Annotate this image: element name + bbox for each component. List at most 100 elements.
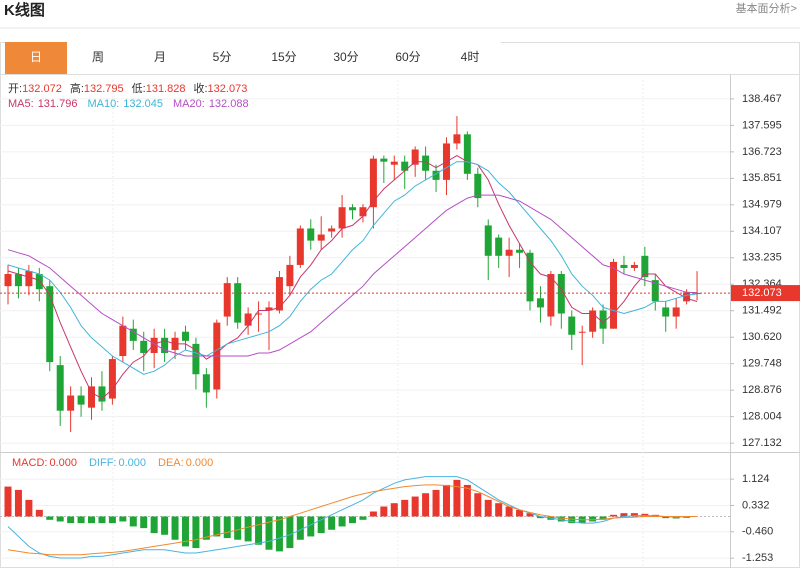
macd-bar — [4, 486, 12, 517]
candle-body — [88, 386, 96, 408]
legend-name: MACD: — [12, 457, 47, 469]
candle-body — [150, 337, 158, 353]
y-tick-label: 128.876 — [742, 384, 782, 396]
tab[interactable] — [253, 42, 315, 74]
macd-bar — [432, 489, 440, 517]
candle-body — [140, 340, 148, 353]
macd-bar — [390, 503, 398, 517]
candle-body — [286, 264, 294, 287]
candle-body — [411, 149, 419, 165]
legend-value: 132.088 — [209, 98, 249, 110]
tab-label[interactable]: 15分 — [271, 50, 296, 64]
legend-name: MA10: — [87, 98, 119, 110]
candle-body — [108, 359, 116, 399]
macd-bar — [620, 513, 628, 517]
macd-bar — [307, 516, 315, 537]
candle-body — [56, 365, 64, 411]
macd-bar — [223, 516, 231, 539]
candle-body — [401, 161, 409, 171]
line — [7, 476, 697, 559]
tab[interactable] — [67, 42, 129, 74]
candle-body — [296, 228, 304, 265]
candle-body — [484, 225, 492, 256]
y-tick-label: 135.851 — [742, 172, 782, 184]
y-tick-label: -1.253 — [742, 552, 773, 564]
macd-bar — [140, 516, 148, 529]
candle-body — [578, 331, 586, 333]
info-value: 132.795 — [84, 83, 124, 95]
y-tick-label: 129.748 — [742, 358, 782, 370]
macd-bar — [401, 499, 409, 517]
candle-body — [516, 249, 524, 253]
tab[interactable] — [315, 42, 377, 74]
candle-body — [202, 374, 210, 393]
candle-body — [432, 170, 440, 180]
macd-bar — [380, 506, 388, 517]
tab[interactable] — [377, 42, 439, 74]
macd-bar — [129, 516, 137, 527]
info-label: 收: — [193, 81, 207, 95]
legend-value: 0.000 — [49, 457, 77, 469]
tab-label[interactable]: 5分 — [213, 50, 232, 64]
macd-bar — [474, 493, 482, 517]
y-tick-label: 131.492 — [742, 305, 782, 317]
y-tick-label: 138.467 — [742, 93, 782, 105]
macd-bar — [77, 516, 85, 524]
last-price-box — [731, 285, 800, 302]
candle-body — [77, 395, 85, 405]
frame — [0, 42, 800, 568]
y-tick-label: 0.332 — [742, 499, 770, 511]
macd-bar — [495, 503, 503, 517]
candle-body — [463, 134, 471, 174]
y-tick-label: 134.107 — [742, 225, 782, 237]
line — [7, 155, 698, 400]
info-label: 开: — [8, 83, 22, 95]
candle-body — [307, 228, 315, 241]
candle-body — [630, 264, 638, 268]
info-value: 132.072 — [22, 83, 62, 95]
candle-body — [98, 386, 106, 402]
candle-body — [181, 331, 189, 341]
tab-label[interactable]: 30分 — [333, 50, 358, 64]
candle-body — [328, 228, 336, 232]
candle-body — [505, 249, 513, 256]
macd-bar — [349, 516, 357, 524]
macd-bar — [171, 516, 179, 540]
legend-name: MA5: — [8, 98, 34, 110]
candle-body — [4, 274, 12, 287]
candle-body — [651, 280, 659, 302]
candle-body — [359, 207, 367, 217]
y-tick-label: 1.124 — [742, 473, 770, 485]
tab[interactable] — [5, 42, 67, 74]
candle-body — [536, 298, 544, 308]
candle-body — [25, 270, 33, 287]
candle-body — [192, 343, 200, 375]
candle-body — [349, 207, 357, 211]
tab-label[interactable]: 日 — [30, 50, 42, 64]
candle-body — [14, 274, 22, 287]
macd-bar — [516, 509, 524, 517]
candle-body — [453, 134, 461, 144]
macd-bar — [442, 484, 450, 517]
candle-body — [265, 307, 273, 311]
macd-bar — [46, 516, 54, 520]
candle-body — [223, 283, 231, 317]
candle-body — [255, 313, 263, 315]
candle-body — [119, 325, 127, 357]
macd-bar — [98, 516, 106, 524]
y-tick-label: 128.004 — [742, 411, 782, 423]
tab[interactable] — [439, 42, 501, 74]
tab[interactable] — [191, 42, 253, 74]
macd-bar — [56, 516, 64, 522]
macd-bar — [25, 499, 33, 517]
tab-label[interactable]: 月 — [154, 50, 166, 64]
macd-bar — [286, 516, 294, 549]
tab-label[interactable]: 周 — [92, 50, 104, 64]
candle-body — [129, 328, 137, 341]
link[interactable]: 基本面分析> — [736, 1, 797, 15]
tab-label[interactable]: 4时 — [461, 50, 480, 64]
tab-label[interactable]: 60分 — [395, 50, 420, 64]
tab[interactable] — [129, 42, 191, 74]
macd-bar — [317, 516, 325, 534]
candle-body — [161, 337, 169, 353]
